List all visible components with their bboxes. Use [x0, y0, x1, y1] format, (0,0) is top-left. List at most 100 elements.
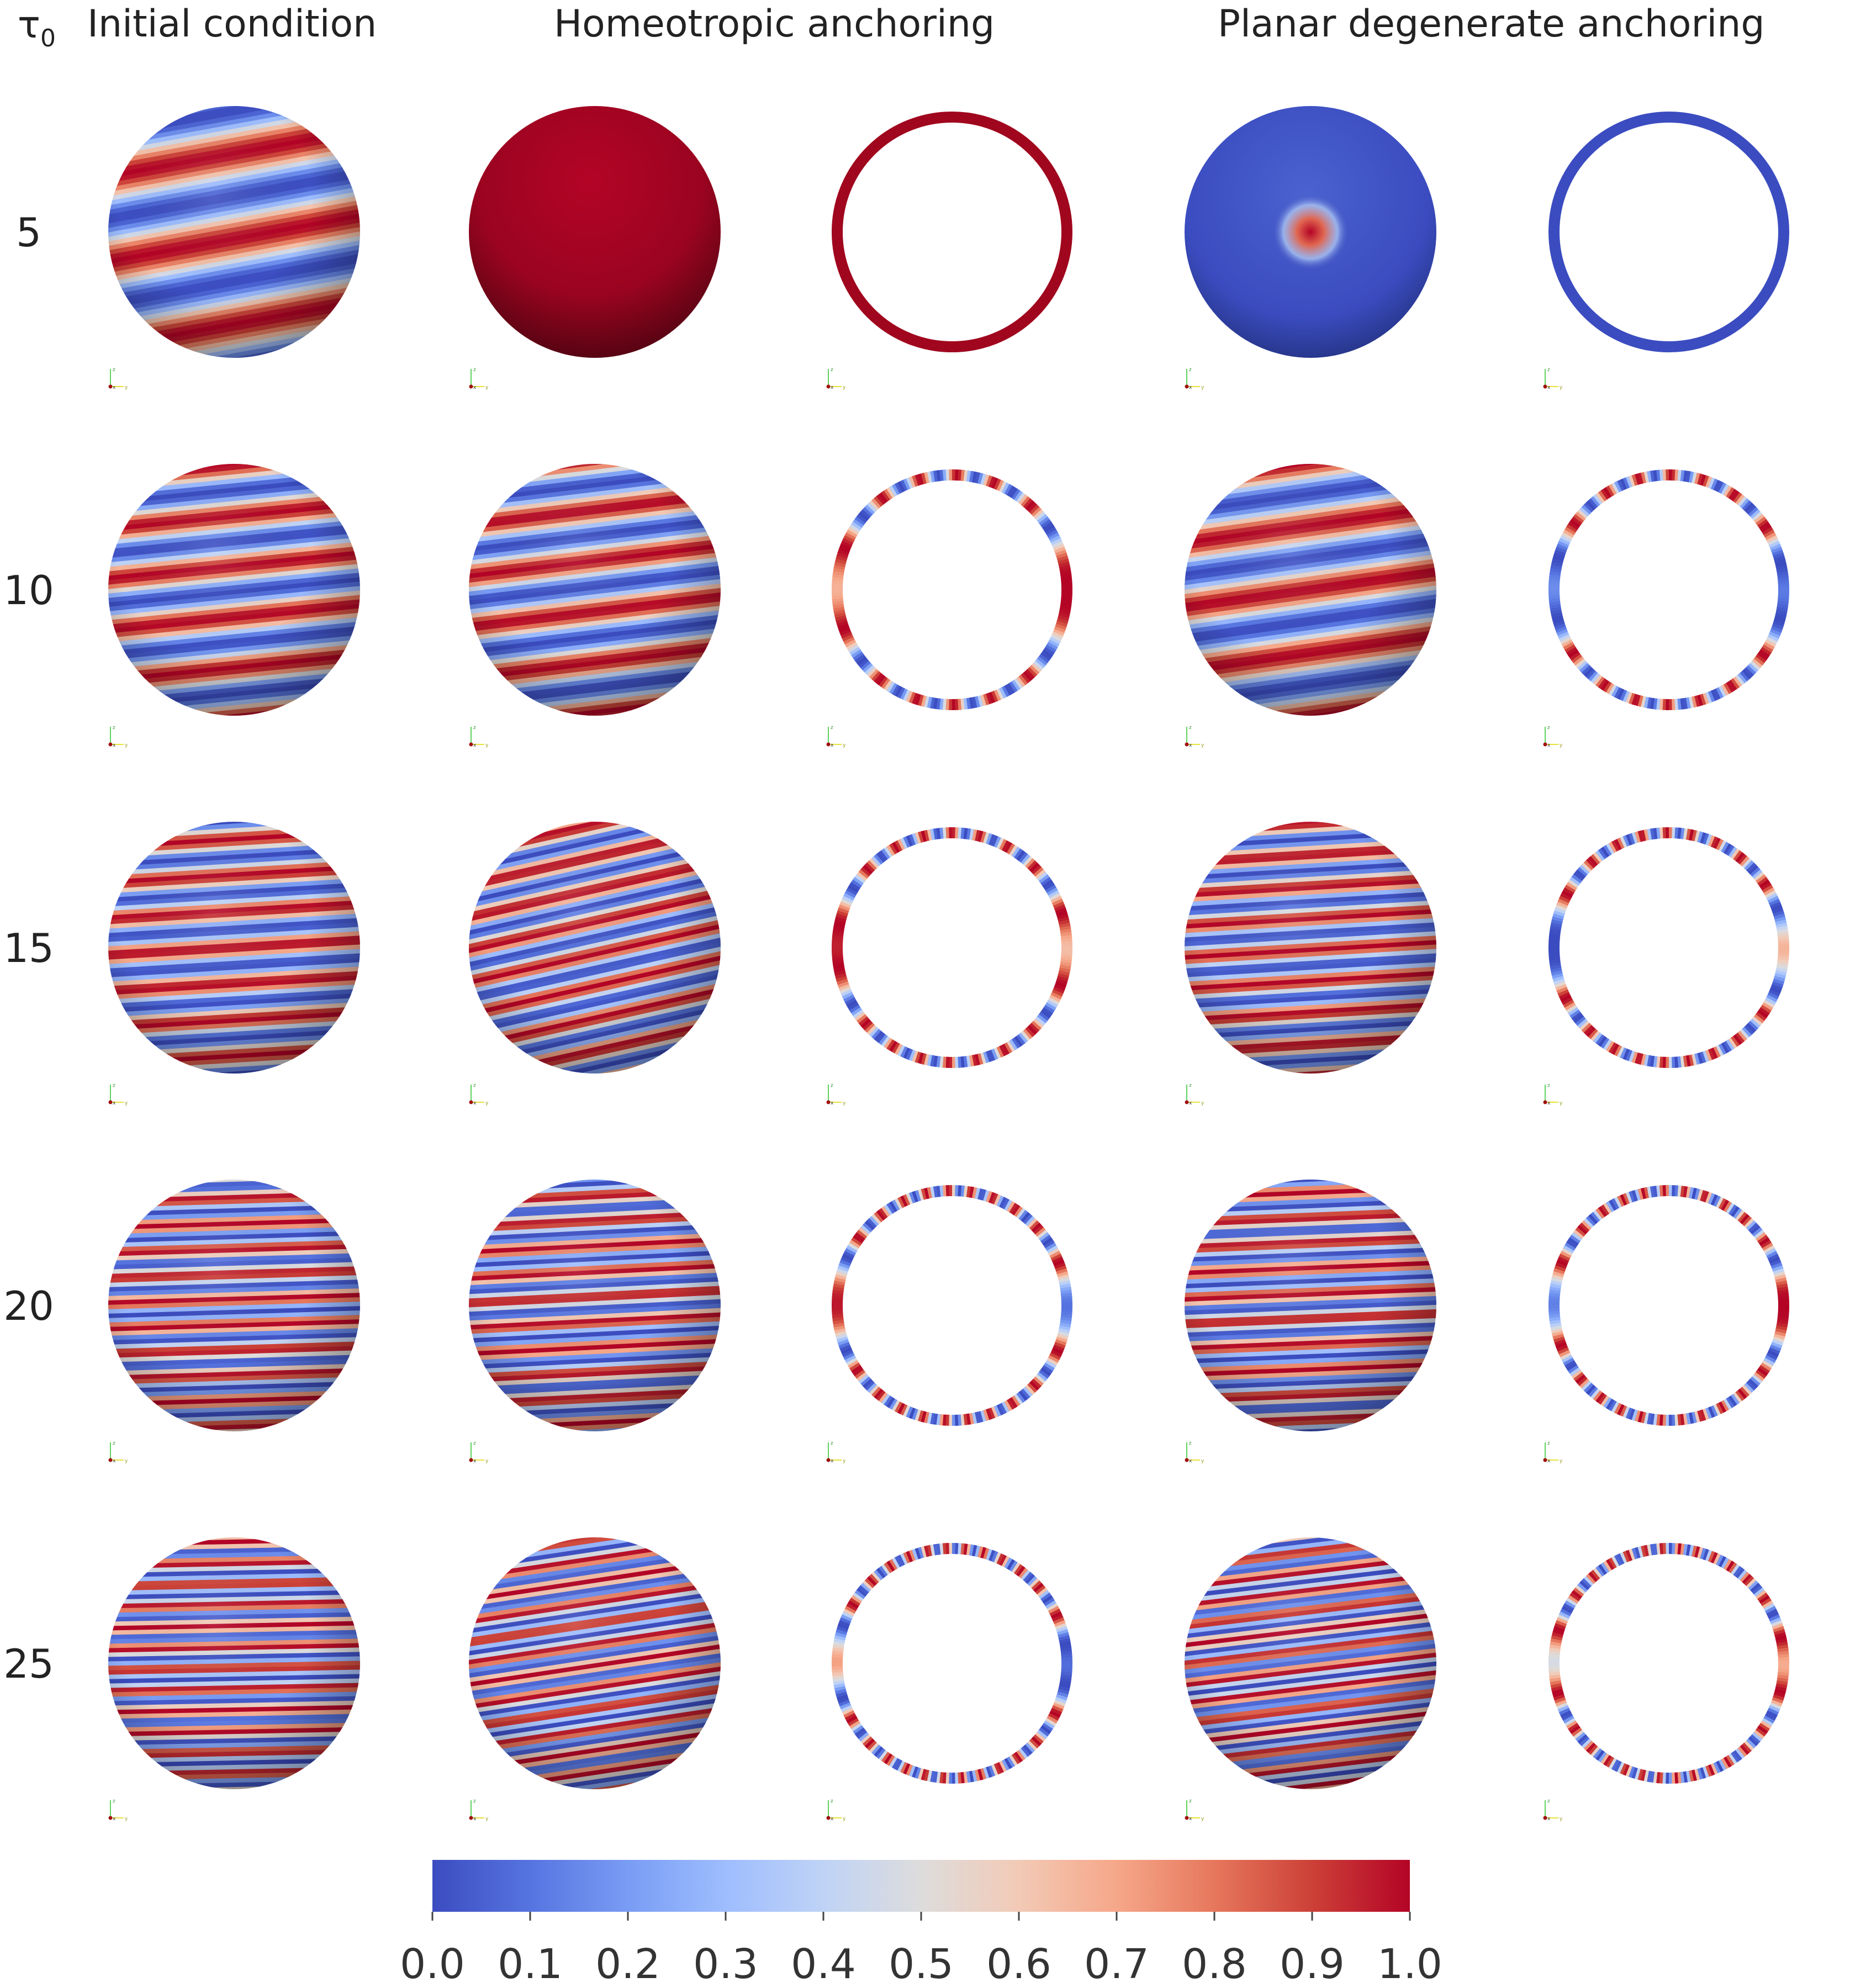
axis-y-label: y	[1560, 1816, 1563, 1822]
axis-z-label: z	[113, 1441, 115, 1446]
panel-row: 20 z x y z x y z x y z x y z x y	[3, 1180, 1790, 1464]
initial-condition-sphere	[108, 1537, 360, 1789]
row-label-tau0: 25	[3, 1641, 54, 1687]
axis-z-label: z	[1547, 367, 1550, 373]
homeotropic-sphere	[469, 106, 721, 358]
axis-x-label: x	[1189, 1816, 1192, 1822]
axes-triad-icon: z x y	[469, 1441, 489, 1464]
colorbar-tick-label: 0.3	[693, 1941, 758, 1988]
homeotropic-sphere	[469, 1537, 721, 1789]
axes-triad-icon: z x y	[826, 725, 846, 748]
axis-z-label: z	[831, 725, 833, 731]
axis-x-label: x	[113, 1101, 116, 1106]
panel-grid: 5 z x y z x y z x y z x y z x y 10 z x y z x y z x y z x y z x y 15 z x y z x…	[3, 106, 1790, 1822]
colorbar-ticks: 0.0 0.1 0.2 0.3 0.4 0.5 0.6 0.7 0.8 0.9 1.0	[400, 1912, 1442, 1988]
axis-z-label: z	[1189, 1799, 1192, 1804]
axis-y-label: y	[1201, 743, 1204, 748]
axis-z-label: z	[1189, 1441, 1192, 1446]
defect-spot	[1272, 193, 1349, 271]
axis-x-label: x	[1547, 743, 1551, 748]
axis-z-label: z	[473, 725, 476, 731]
row-label-tau0: 20	[3, 1283, 54, 1329]
colorbar: 0.0 0.1 0.2 0.3 0.4 0.5 0.6 0.7 0.8 0.9 1.0	[400, 1860, 1442, 1988]
axis-x-label: x	[1189, 1458, 1192, 1464]
axis-z-label: z	[1189, 367, 1192, 373]
initial-condition-sphere	[108, 464, 360, 716]
axis-z-label: z	[831, 1799, 833, 1804]
axis-x-label: x	[473, 743, 477, 748]
axes-triad-icon: z x y	[1543, 1799, 1563, 1822]
axis-z-label: z	[473, 1441, 476, 1446]
tau-subscript: 0	[40, 24, 56, 52]
axis-z-label: z	[1189, 725, 1192, 731]
panel-row: 10 z x y z x y z x y z x y z x y	[3, 464, 1790, 748]
axis-z-label: z	[473, 367, 476, 373]
axis-z-label: z	[831, 367, 833, 373]
homeotropic-cross-section-ring	[832, 112, 1072, 352]
axis-y-label: y	[1560, 743, 1563, 748]
axes-triad-icon: z x y	[469, 725, 489, 748]
panel-row: 15 z x y z x y z x y z x y z x y	[3, 822, 1790, 1106]
axis-x-label: x	[113, 743, 116, 748]
axis-x-label: x	[831, 1101, 834, 1106]
axis-z-label: z	[1189, 1083, 1192, 1088]
axis-y-label: y	[843, 1816, 846, 1822]
planar-sphere	[1185, 822, 1436, 1074]
planar-cross-section-ring	[1548, 469, 1790, 711]
axis-y-label: y	[843, 1458, 846, 1464]
axis-z-label: z	[473, 1799, 476, 1804]
axes-triad-icon: z x y	[826, 367, 846, 390]
axis-x-label: x	[1189, 743, 1192, 748]
column-headers: τ0 Initial condition Homeotropic anchori…	[18, 2, 1765, 52]
colorbar-tick-label: 0.7	[1084, 1941, 1149, 1988]
axis-y-label: y	[485, 743, 489, 748]
axes-triad-icon: z x y	[1543, 1441, 1563, 1464]
axis-z-label: z	[1547, 725, 1550, 731]
axis-y-label: y	[125, 1816, 128, 1822]
axis-y-label: y	[843, 743, 846, 748]
homeotropic-cross-section-ring	[831, 827, 1073, 1069]
axis-x-label: x	[113, 385, 116, 390]
planar-cross-section-ring	[1548, 1542, 1790, 1784]
planar-cross-section-ring	[1548, 827, 1790, 1069]
planar-cross-section-ring	[1548, 1185, 1790, 1426]
colorbar-tick-label: 1.0	[1377, 1941, 1442, 1988]
axes-triad-icon: z x y	[826, 1083, 846, 1106]
planar-cross-section-ring	[1548, 112, 1789, 352]
planar-sphere	[1185, 1180, 1436, 1431]
axis-x-label: x	[831, 743, 834, 748]
axis-x-label: x	[113, 1458, 116, 1464]
axis-z-label: z	[1547, 1799, 1550, 1804]
axes-triad-icon: z x y	[1185, 367, 1204, 390]
row-label-tau0: 5	[16, 209, 41, 256]
axis-y-label: y	[125, 1101, 128, 1106]
axis-z-label: z	[113, 367, 115, 373]
axes-triad-icon: z x y	[1543, 725, 1563, 748]
homeotropic-cross-section-ring	[831, 1542, 1073, 1784]
axis-y-label: y	[485, 1816, 489, 1822]
planar-sphere	[1185, 464, 1436, 716]
colorbar-tick-label: 0.5	[889, 1941, 954, 1988]
axis-z-label: z	[831, 1441, 833, 1446]
axis-z-label: z	[1547, 1441, 1550, 1446]
axis-y-label: y	[1560, 1458, 1563, 1464]
axis-x-label: x	[1547, 385, 1551, 390]
axes-triad-icon: z x y	[1185, 1799, 1204, 1822]
initial-condition-sphere	[108, 822, 360, 1074]
axis-y-label: y	[125, 385, 128, 390]
axis-x-label: x	[831, 385, 834, 390]
axis-x-label: x	[473, 1458, 477, 1464]
axis-x-label: x	[1547, 1458, 1551, 1464]
axes-triad-icon: z x y	[108, 1083, 128, 1106]
axis-y-label: y	[485, 385, 489, 390]
axes-triad-icon: z x y	[1185, 1441, 1204, 1464]
axis-z-label: z	[473, 1083, 476, 1088]
axis-x-label: x	[1547, 1101, 1551, 1106]
panel-row: 5 z x y z x y z x y z x y z x y	[16, 106, 1789, 390]
axes-triad-icon: z x y	[826, 1799, 846, 1822]
axis-y-label: y	[485, 1458, 489, 1464]
row-label-tau0: 10	[3, 567, 54, 614]
axes-triad-icon: z x y	[1543, 1083, 1563, 1106]
